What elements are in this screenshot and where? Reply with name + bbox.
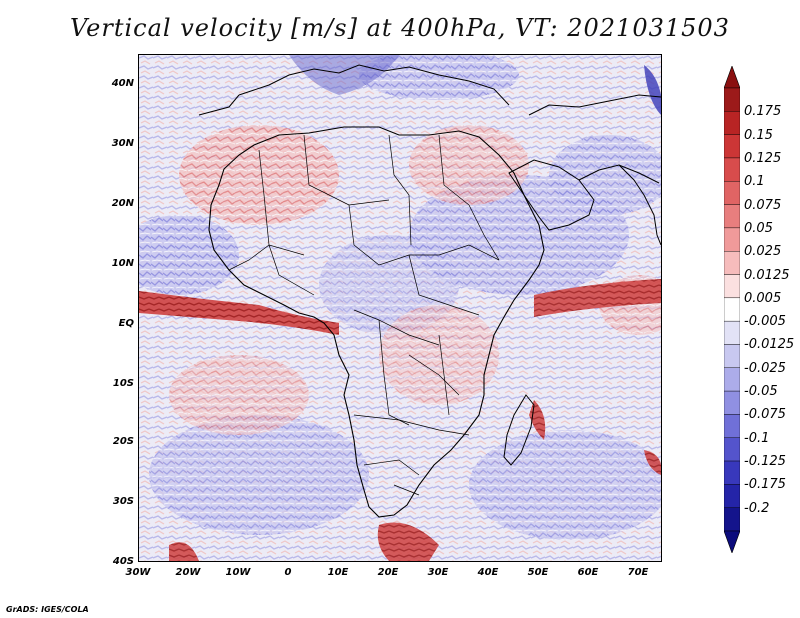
colorbar-level-label: 0.025	[744, 244, 782, 260]
colorbar-level-label: 0.0125	[744, 267, 790, 283]
colorbar-level-label: -0.075	[744, 407, 786, 423]
colorbar-level-label: -0.05	[744, 384, 778, 400]
colorbar-swatch	[724, 507, 740, 532]
colorbar-level-label: -0.025	[744, 360, 786, 376]
colorbar-swatch	[724, 251, 740, 275]
colorbar-level-label: -0.1	[744, 430, 770, 446]
lon-label: 30W	[125, 567, 151, 578]
lat-label: 40S	[112, 556, 134, 567]
colorbar-swatch	[724, 320, 740, 345]
lat-label: EQ	[118, 318, 134, 329]
colorbar-swatch	[724, 437, 740, 462]
colorbar-level-label: -0.005	[744, 314, 786, 330]
colorbar-level-label: -0.2	[744, 500, 770, 516]
colorbar-level-label: 0.15	[744, 127, 773, 143]
colorbar-swatch	[724, 484, 740, 508]
colorbar-swatch	[724, 157, 740, 182]
map-panel	[138, 54, 662, 562]
lon-label: 20E	[377, 567, 399, 578]
colorbar-swatch	[724, 134, 740, 159]
colorbar-level-label: 0.05	[744, 220, 773, 236]
lon-label: 20W	[175, 567, 201, 578]
colorbar-level-label: -0.125	[744, 454, 786, 470]
colorbar-level-label: 0.125	[744, 150, 782, 166]
lon-label: 30E	[427, 567, 449, 578]
colorbar	[724, 66, 740, 553]
colorbar-swatch	[724, 87, 740, 112]
lon-label: 10W	[225, 567, 251, 578]
colorbar-swatch	[724, 297, 740, 322]
colorbar-swatch	[724, 181, 740, 205]
colorbar-swatch	[724, 390, 740, 415]
vertical-velocity-field	[139, 55, 661, 561]
footer-credit: GrADS: IGES/COLA	[6, 605, 89, 614]
colorbar-swatch	[724, 111, 740, 135]
lat-label: 40N	[111, 78, 134, 89]
colorbar-swatch	[724, 204, 740, 229]
lat-label: 10N	[111, 258, 134, 269]
lon-label: 10E	[327, 567, 349, 578]
lat-label: 20S	[112, 436, 134, 447]
lon-label: 60E	[577, 567, 599, 578]
map-title: Vertical velocity [m/s] at 400hPa, VT: 2…	[70, 14, 730, 42]
colorbar-level-label: -0.0125	[744, 337, 795, 353]
colorbar-level-label: 0.175	[744, 104, 782, 120]
lat-label: 20N	[111, 198, 134, 209]
lat-label: 30N	[111, 138, 134, 149]
colorbar-level-label: 0.005	[744, 290, 782, 306]
lat-label: 10S	[112, 378, 134, 389]
colorbar-swatch	[724, 344, 740, 368]
lon-label: 70E	[627, 567, 649, 578]
colorbar-level-label: 0.1	[744, 174, 765, 190]
colorbar-swatch	[724, 227, 740, 252]
colorbar-level-label: -0.175	[744, 477, 786, 493]
colorbar-min-arrow	[724, 530, 740, 553]
lon-label: 50E	[527, 567, 549, 578]
colorbar-swatch	[724, 367, 740, 392]
colorbar-level-label: 0.075	[744, 197, 782, 213]
colorbar-swatch	[724, 414, 740, 438]
lat-label: 30S	[112, 496, 134, 507]
lon-label: 40E	[477, 567, 499, 578]
colorbar-swatch	[724, 274, 740, 299]
lon-label: 0	[284, 567, 292, 578]
colorbar-swatch	[724, 460, 740, 485]
colorbar-max-arrow	[724, 66, 740, 89]
